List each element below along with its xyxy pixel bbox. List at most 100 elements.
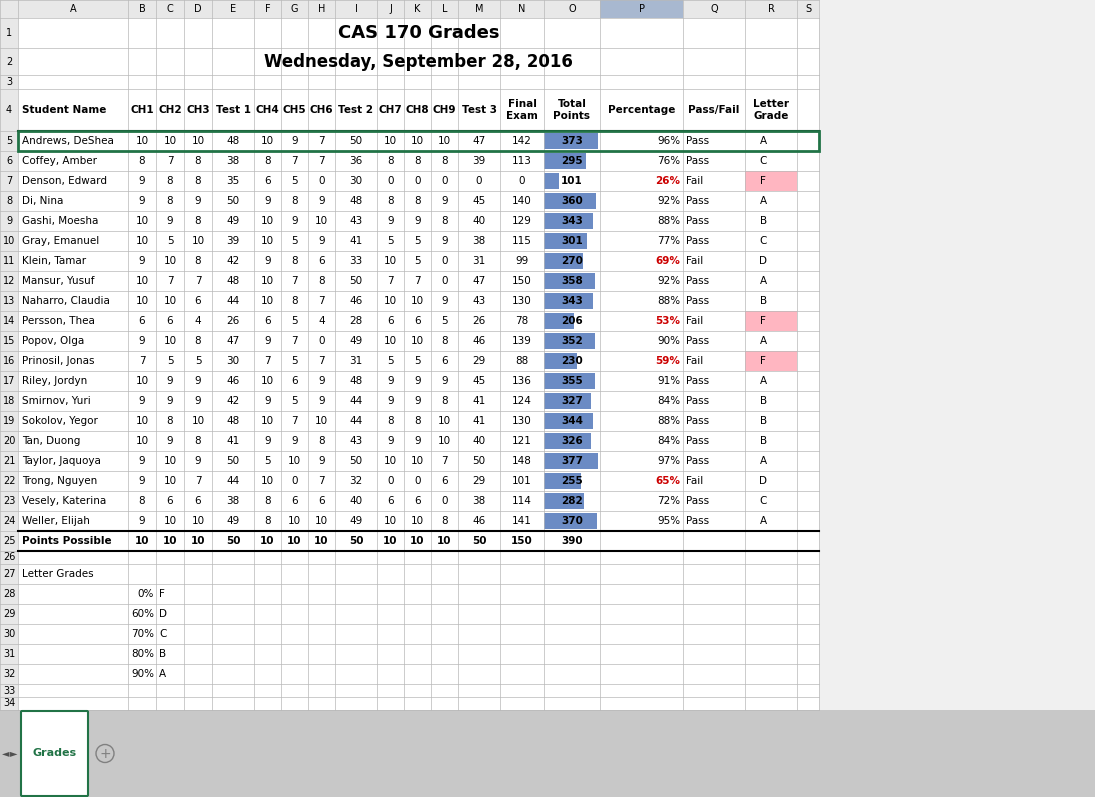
Text: 8: 8 — [441, 396, 448, 406]
Bar — [544, 173, 558, 189]
Text: 9: 9 — [414, 376, 420, 386]
Text: 9: 9 — [195, 196, 201, 206]
Text: 7: 7 — [291, 336, 298, 346]
Text: 90%: 90% — [657, 336, 680, 346]
Text: 129: 129 — [512, 216, 532, 226]
Bar — [0, 351, 18, 371]
Text: K: K — [414, 4, 420, 14]
Text: 8: 8 — [166, 176, 173, 186]
Text: CH8: CH8 — [405, 105, 429, 115]
Text: 8: 8 — [195, 156, 201, 166]
Text: 48: 48 — [227, 416, 240, 426]
Text: 8: 8 — [195, 436, 201, 446]
Text: CH6: CH6 — [310, 105, 333, 115]
Bar — [0, 531, 18, 551]
Text: 92%: 92% — [657, 276, 680, 286]
Text: A: A — [760, 456, 766, 466]
Text: 8: 8 — [414, 416, 420, 426]
Text: 72%: 72% — [657, 496, 680, 506]
Text: Fail: Fail — [685, 176, 703, 186]
Text: 5: 5 — [441, 316, 448, 326]
Text: A: A — [70, 4, 77, 14]
Bar — [544, 0, 600, 18]
Bar — [544, 233, 587, 249]
Text: 8: 8 — [195, 176, 201, 186]
Text: 130: 130 — [512, 296, 532, 306]
Text: 84%: 84% — [657, 396, 680, 406]
Text: 7: 7 — [388, 276, 394, 286]
Text: 70%: 70% — [131, 629, 154, 639]
Text: 5: 5 — [388, 356, 394, 366]
Text: 9: 9 — [441, 296, 448, 306]
Text: 6: 6 — [441, 356, 448, 366]
Text: 343: 343 — [561, 216, 583, 226]
Text: C: C — [760, 156, 766, 166]
Text: 9: 9 — [264, 336, 270, 346]
Text: 10: 10 — [411, 536, 425, 546]
Text: 31: 31 — [472, 256, 485, 266]
Text: 0: 0 — [388, 176, 394, 186]
Text: 2: 2 — [5, 57, 12, 66]
Text: 0: 0 — [475, 176, 482, 186]
Text: 10: 10 — [261, 416, 274, 426]
Text: 47: 47 — [472, 136, 485, 146]
Text: 10: 10 — [192, 236, 205, 246]
Text: 9: 9 — [319, 236, 325, 246]
Text: 38: 38 — [227, 496, 240, 506]
Bar — [0, 664, 18, 684]
Text: 373: 373 — [561, 136, 583, 146]
Text: 5: 5 — [291, 316, 298, 326]
Text: 9: 9 — [139, 516, 146, 526]
Text: 46: 46 — [227, 376, 240, 386]
Text: 136: 136 — [512, 376, 532, 386]
Text: 7: 7 — [319, 476, 325, 486]
Text: 7: 7 — [195, 276, 201, 286]
Text: C: C — [760, 236, 766, 246]
Text: CH3: CH3 — [186, 105, 210, 115]
Text: 6: 6 — [166, 316, 173, 326]
Bar — [544, 473, 580, 489]
Text: P: P — [638, 4, 645, 14]
Text: 130: 130 — [512, 416, 532, 426]
Text: 9: 9 — [319, 456, 325, 466]
Text: Points Possible: Points Possible — [22, 536, 112, 546]
Text: 92%: 92% — [657, 196, 680, 206]
Bar — [0, 371, 18, 391]
Text: 10: 10 — [136, 436, 149, 446]
Text: Gray, Emanuel: Gray, Emanuel — [22, 236, 100, 246]
Text: 50: 50 — [349, 276, 362, 286]
Text: CH1: CH1 — [130, 105, 153, 115]
Bar — [544, 333, 595, 349]
Text: 7: 7 — [139, 356, 146, 366]
Text: Pass: Pass — [685, 236, 710, 246]
Text: 9: 9 — [166, 376, 173, 386]
Text: 40: 40 — [349, 496, 362, 506]
Text: 358: 358 — [561, 276, 583, 286]
Text: 206: 206 — [561, 316, 583, 326]
Bar — [683, 0, 745, 18]
Text: 10: 10 — [163, 256, 176, 266]
Text: 90%: 90% — [131, 669, 154, 679]
Text: 6: 6 — [441, 476, 448, 486]
Text: A: A — [760, 376, 766, 386]
Text: A: A — [760, 196, 766, 206]
Text: Pass: Pass — [685, 216, 710, 226]
Text: 7: 7 — [441, 456, 448, 466]
Text: 0: 0 — [441, 496, 448, 506]
Text: 9: 9 — [195, 456, 201, 466]
Bar — [544, 353, 577, 369]
Bar — [797, 0, 819, 18]
Bar — [0, 624, 18, 644]
Text: 41: 41 — [472, 416, 485, 426]
Text: 8: 8 — [264, 516, 270, 526]
Text: 22: 22 — [3, 476, 15, 486]
Text: 4: 4 — [5, 105, 12, 115]
Text: 80%: 80% — [131, 649, 154, 659]
Text: 10: 10 — [261, 296, 274, 306]
Text: 60%: 60% — [131, 609, 154, 619]
Text: 35: 35 — [227, 176, 240, 186]
Text: 6: 6 — [319, 256, 325, 266]
Bar — [0, 564, 18, 584]
Text: Test 1: Test 1 — [216, 105, 251, 115]
Text: C: C — [159, 629, 166, 639]
